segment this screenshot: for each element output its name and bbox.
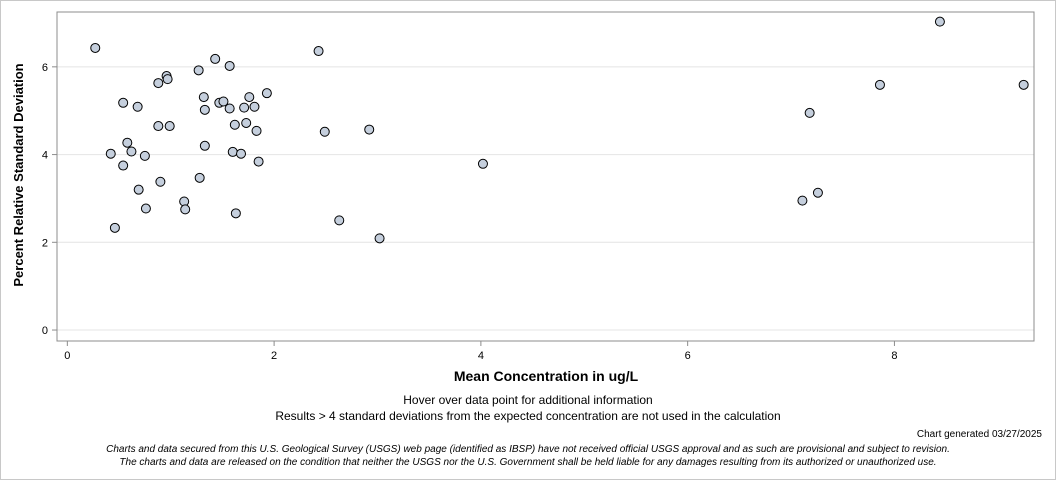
data-point[interactable] — [90, 42, 101, 53]
data-point[interactable] — [797, 195, 808, 206]
plot-border — [56, 11, 1035, 342]
data-point[interactable] — [162, 74, 173, 85]
data-point[interactable] — [241, 117, 252, 128]
data-point[interactable] — [118, 97, 129, 108]
y-tick-label: 4 — [42, 150, 48, 162]
disclaimer-line-2: The charts and data are released on the … — [119, 457, 937, 468]
y-axis-label: Percent Relative Standard Deviation — [11, 63, 26, 286]
data-point[interactable] — [133, 184, 144, 195]
data-point[interactable] — [139, 150, 150, 161]
data-point[interactable] — [210, 53, 221, 64]
y-tick-label: 2 — [42, 237, 48, 249]
y-axis-ticks: 0 2 4 6 — [42, 62, 57, 337]
data-point[interactable] — [199, 140, 210, 151]
data-point[interactable] — [229, 119, 240, 130]
scatter-chart: 0 2 4 6 8 0 2 4 6 Mean Concentration in ug/L Pe… — [11, 11, 1035, 384]
data-point[interactable] — [218, 96, 229, 107]
data-point[interactable] — [122, 137, 133, 148]
data-point[interactable] — [109, 222, 120, 233]
x-tick-label: 4 — [478, 350, 484, 362]
data-point[interactable] — [140, 203, 151, 214]
data-point[interactable] — [132, 101, 143, 112]
data-point[interactable] — [126, 146, 137, 157]
data-point[interactable] — [334, 215, 345, 226]
data-point[interactable] — [374, 233, 385, 244]
data-point[interactable] — [319, 126, 330, 137]
y-tick-label: 0 — [42, 325, 48, 337]
data-point[interactable] — [180, 204, 191, 215]
data-point[interactable] — [153, 78, 164, 89]
x-tick-label: 0 — [64, 350, 70, 362]
data-point[interactable] — [934, 16, 945, 27]
x-tick-label: 6 — [685, 350, 691, 362]
data-point[interactable] — [261, 88, 272, 99]
data-point[interactable] — [251, 125, 262, 136]
data-point[interactable] — [1018, 79, 1029, 90]
x-axis-label: Mean Concentration in ug/L — [454, 368, 639, 384]
data-point[interactable] — [224, 60, 235, 71]
data-point[interactable] — [253, 156, 264, 167]
y-tick-label: 6 — [42, 62, 48, 74]
data-point[interactable] — [313, 46, 324, 57]
data-point[interactable] — [249, 101, 260, 112]
data-point[interactable] — [364, 124, 375, 135]
data-points[interactable] — [90, 16, 1029, 244]
data-point[interactable] — [155, 176, 166, 187]
chart-generated-date: Chart generated 03/27/2025 — [916, 429, 1042, 440]
data-point[interactable] — [194, 172, 205, 183]
hover-note: Hover over data point for additional inf… — [403, 393, 653, 407]
data-point[interactable] — [118, 160, 129, 171]
data-point[interactable] — [105, 148, 116, 159]
disclaimer-line-1: Charts and data secured from this U.S. G… — [106, 444, 950, 455]
data-point[interactable] — [224, 103, 235, 114]
data-point[interactable] — [244, 92, 255, 103]
x-tick-label: 2 — [271, 350, 277, 362]
data-point[interactable] — [230, 208, 241, 219]
data-point[interactable] — [812, 187, 823, 198]
data-point[interactable] — [227, 146, 238, 157]
data-point[interactable] — [199, 104, 210, 115]
results-note: Results > 4 standard deviations from the… — [275, 409, 781, 423]
data-point[interactable] — [239, 102, 250, 113]
data-point[interactable] — [153, 121, 164, 132]
x-tick-label: 8 — [891, 350, 897, 362]
data-point[interactable] — [477, 158, 488, 169]
data-point[interactable] — [804, 107, 815, 118]
gridlines — [57, 66, 1034, 331]
data-point[interactable] — [164, 121, 175, 132]
data-point[interactable] — [236, 148, 247, 159]
data-point[interactable] — [198, 92, 209, 103]
data-point[interactable] — [193, 65, 204, 76]
data-point[interactable] — [874, 79, 885, 90]
x-axis-ticks: 0 2 4 6 8 — [64, 341, 897, 362]
